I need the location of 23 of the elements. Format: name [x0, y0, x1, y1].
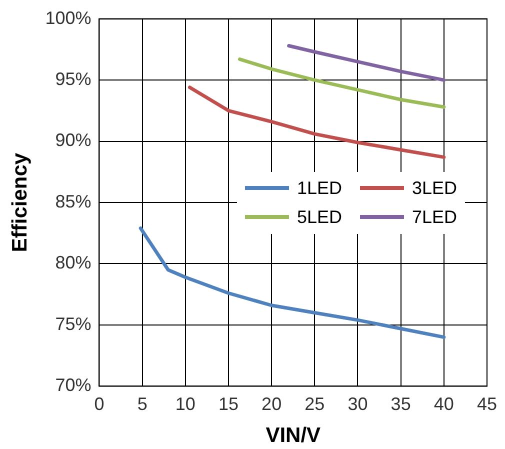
- y-axis-title: Efficiency: [8, 152, 32, 252]
- x-tick-label: 40: [434, 394, 454, 414]
- x-tick-label: 5: [137, 394, 148, 414]
- y-tick-label: 70%: [55, 375, 92, 396]
- x-tick-label: 25: [304, 394, 325, 414]
- x-tick-label: 45: [476, 394, 498, 414]
- y-tick-label: 80%: [55, 252, 92, 273]
- x-tick-label: 0: [94, 394, 104, 414]
- x-tick-label: 15: [218, 394, 239, 414]
- y-tick-label: 85%: [55, 191, 92, 212]
- x-tick-label: 35: [390, 394, 411, 414]
- legend-label: 3LED: [412, 178, 458, 198]
- x-tick-label: 20: [262, 394, 282, 414]
- legend-label: 7LED: [412, 206, 458, 228]
- y-tick-label: 75%: [55, 314, 92, 334]
- x-tick-label: 30: [348, 394, 368, 414]
- x-tick-label: 10: [175, 394, 196, 414]
- legend-label: 1LED: [296, 178, 342, 198]
- legend-label: 5LED: [296, 206, 342, 228]
- y-tick-label: 90%: [55, 130, 92, 150]
- y-tick-label: 100%: [45, 8, 92, 28]
- y-tick-label: 95%: [55, 69, 92, 89]
- x-axis-title: VIN/V: [266, 424, 321, 448]
